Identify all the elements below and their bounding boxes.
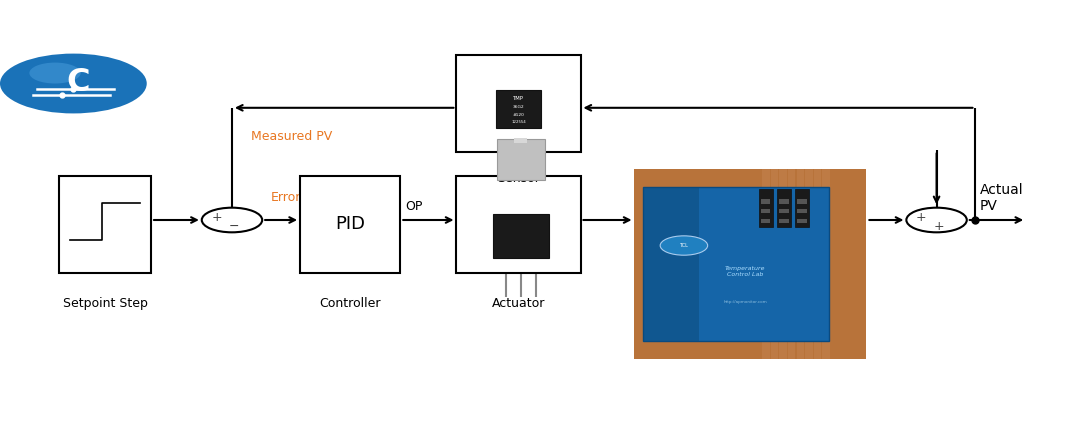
Bar (814, 169, 821, 359)
Text: +: + (916, 211, 926, 224)
Bar (779, 209, 789, 213)
Bar (634, 169, 866, 359)
Circle shape (906, 208, 967, 232)
Bar (761, 219, 770, 223)
Text: PID: PID (336, 216, 365, 233)
Text: −: − (229, 220, 240, 233)
Text: Actuator: Actuator (492, 297, 545, 310)
Bar (797, 199, 807, 204)
Bar (762, 169, 769, 359)
Bar (493, 214, 549, 258)
Bar (788, 169, 795, 359)
Bar (497, 139, 545, 180)
Circle shape (660, 236, 708, 255)
Text: +: + (933, 220, 944, 233)
Circle shape (29, 62, 81, 84)
Bar (770, 169, 778, 359)
Text: OP: OP (406, 200, 423, 213)
Text: Temperature
Control Lab: Temperature Control Lab (725, 266, 765, 277)
Bar (779, 169, 787, 359)
Bar (300, 176, 400, 273)
Text: Error: Error (271, 191, 301, 204)
Bar (822, 169, 830, 359)
Text: #120: #120 (513, 113, 524, 117)
Bar (777, 189, 791, 227)
Bar (515, 138, 528, 143)
Bar (643, 187, 699, 341)
Text: Controller: Controller (319, 297, 381, 310)
Circle shape (202, 208, 262, 232)
Text: Measured PV: Measured PV (251, 130, 332, 143)
Bar (761, 209, 770, 213)
Text: http://apmonitor.com: http://apmonitor.com (723, 301, 767, 304)
Bar (59, 176, 151, 273)
Text: 122554: 122554 (511, 120, 525, 124)
Text: TMP: TMP (513, 96, 524, 101)
Text: C: C (66, 66, 90, 98)
Bar (797, 219, 807, 223)
Bar (779, 219, 789, 223)
Bar (795, 189, 809, 227)
Text: Sensor: Sensor (497, 172, 540, 185)
Bar (456, 176, 581, 273)
Bar (456, 55, 581, 152)
Bar (796, 169, 804, 359)
Circle shape (0, 54, 147, 114)
Polygon shape (29, 91, 118, 104)
Text: Setpoint Step: Setpoint Step (63, 297, 148, 310)
Bar (495, 90, 541, 128)
Bar (797, 209, 807, 213)
Text: TCL: TCL (680, 243, 688, 248)
Text: 36G2: 36G2 (513, 105, 524, 109)
Bar (805, 169, 812, 359)
Text: Actual
PV: Actual PV (980, 183, 1023, 213)
Bar (761, 199, 770, 204)
Bar (643, 187, 829, 341)
Bar (759, 189, 773, 227)
Text: +: + (211, 211, 222, 224)
Bar (779, 199, 789, 204)
